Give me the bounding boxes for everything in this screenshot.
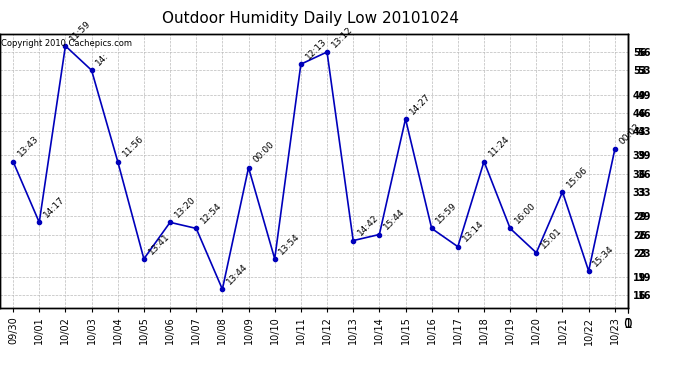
Text: 11:59: 11:59: [68, 18, 93, 43]
Text: 14:27: 14:27: [408, 92, 433, 116]
Text: 14:: 14:: [95, 51, 111, 68]
Text: 00:00: 00:00: [251, 140, 276, 165]
Text: 11:56: 11:56: [121, 134, 145, 159]
Text: Outdoor Humidity Daily Low 20101024: Outdoor Humidity Daily Low 20101024: [162, 11, 459, 26]
Text: 13:20: 13:20: [172, 195, 197, 219]
Text: 15:34: 15:34: [591, 244, 616, 268]
Text: 16:00: 16:00: [513, 201, 538, 226]
Text: 13:54: 13:54: [277, 231, 302, 256]
Text: 13:44: 13:44: [225, 262, 250, 286]
Text: 15:44: 15:44: [382, 207, 406, 232]
Text: 15:01: 15:01: [539, 225, 564, 250]
Text: 13:14: 13:14: [461, 219, 485, 244]
Text: 13:41: 13:41: [147, 231, 171, 256]
Text: 11:24: 11:24: [486, 134, 511, 159]
Text: 15:06: 15:06: [565, 165, 590, 189]
Text: Copyright 2010 Cachepics.com: Copyright 2010 Cachepics.com: [1, 39, 132, 48]
Text: 14:42: 14:42: [356, 213, 380, 238]
Text: 13:12: 13:12: [330, 25, 355, 49]
Text: 14:17: 14:17: [42, 195, 67, 219]
Text: 15:59: 15:59: [435, 201, 459, 226]
Text: 00:02: 00:02: [618, 122, 642, 147]
Text: 13:43: 13:43: [16, 134, 41, 159]
Text: 12:54: 12:54: [199, 201, 224, 226]
Text: 12:13: 12:13: [304, 37, 328, 62]
